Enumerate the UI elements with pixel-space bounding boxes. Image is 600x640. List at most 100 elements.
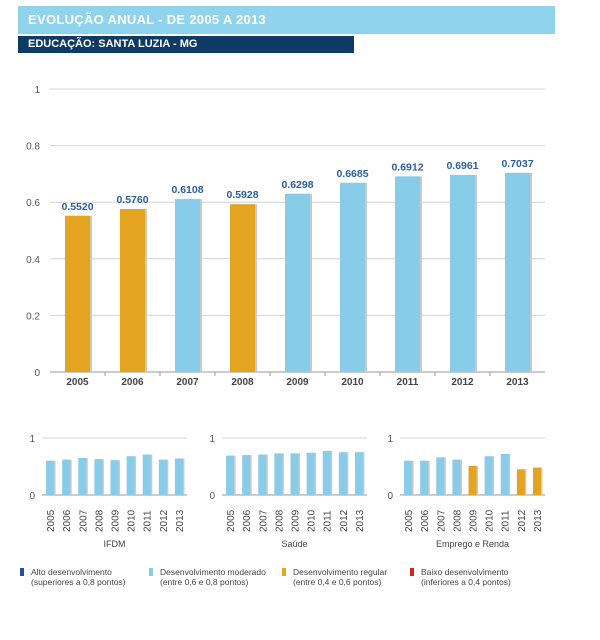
y-tick-label: 0.8: [26, 142, 40, 153]
x-tick-label: 2009: [469, 509, 480, 532]
small-bar-2012: [158, 459, 167, 495]
x-tick-label: 2012: [451, 377, 474, 388]
bar-value-label: 0.5928: [226, 189, 258, 201]
title-banner: EVOLUÇÃO ANUAL - DE 2005 A 2013: [18, 6, 555, 34]
legend-label-alto: Alto desenvolvimento (superiores a 0,8 po…: [31, 567, 126, 587]
small-bar-2012: [516, 469, 525, 495]
small-bar-2007: [78, 457, 87, 495]
x-tick-label: 2007: [258, 509, 269, 532]
page-subtitle: EDUCAÇÃO: SANTA LUZIA - MG: [28, 38, 198, 50]
x-tick-label: 2012: [339, 509, 350, 532]
bar-value-label: 0.6912: [391, 161, 423, 173]
y-tick-label: 0: [387, 491, 393, 502]
x-tick-label: 2013: [506, 377, 529, 388]
bar-2009: [285, 193, 310, 372]
y-tick-label: 0.6: [26, 198, 40, 209]
x-tick-label: 2005: [66, 377, 89, 388]
x-tick-label: 2005: [226, 509, 237, 532]
x-tick-label: 2005: [46, 509, 57, 532]
x-tick-label: 2008: [231, 377, 254, 388]
legend-swatch-moderado: [149, 568, 153, 576]
x-tick-label: 2010: [127, 509, 138, 532]
x-tick-label: 2010: [307, 509, 318, 532]
x-tick-label: 2006: [62, 509, 73, 532]
bar-value-label: 0.5520: [61, 201, 93, 213]
small-chart-label: IFDM: [104, 539, 126, 549]
small-bar-2013: [174, 458, 183, 495]
small-bar-2005: [46, 460, 55, 495]
x-tick-label: 2009: [286, 377, 309, 388]
small-bar-2013: [532, 467, 541, 495]
x-tick-label: 2005: [404, 509, 415, 532]
x-tick-label: 2013: [533, 509, 544, 532]
small-bar-2009: [468, 465, 477, 495]
x-tick-label: 2010: [341, 377, 364, 388]
x-tick-label: 2010: [485, 509, 496, 532]
y-tick-label: 0: [34, 368, 40, 379]
small-chart-label: Saúde: [281, 539, 307, 549]
x-tick-label: 2007: [176, 377, 199, 388]
small-bar-2012: [338, 452, 347, 495]
small-bar-2008: [452, 459, 461, 495]
x-tick-label: 2013: [175, 509, 186, 532]
bar-2012: [450, 175, 475, 372]
x-tick-label: 2012: [159, 509, 170, 532]
y-tick-label: 0.2: [26, 311, 40, 322]
bar-2011: [395, 176, 420, 372]
small-bar-2007: [258, 454, 267, 495]
x-tick-label: 2008: [274, 509, 285, 532]
x-tick-label: 2006: [121, 377, 144, 388]
y-tick-label: 1: [209, 434, 215, 445]
bar-value-label: 0.7037: [501, 158, 533, 170]
x-tick-label: 2011: [323, 510, 334, 532]
small-bar-2009: [110, 460, 119, 495]
legend-swatch-alto: [20, 568, 24, 576]
bar-value-label: 0.5760: [116, 194, 148, 206]
small-bar-2006: [420, 460, 429, 495]
bar-2006: [120, 208, 145, 372]
bar-2005: [65, 215, 90, 372]
small-bar-2011: [500, 453, 509, 495]
small-bar-2008: [274, 453, 283, 495]
bar-2013: [505, 172, 530, 372]
y-tick-label: 1: [387, 434, 393, 445]
x-tick-label: 2009: [291, 509, 302, 532]
small-bar-2005: [404, 460, 413, 495]
small-bar-2013: [354, 452, 363, 495]
x-tick-label: 2006: [242, 509, 253, 532]
x-tick-label: 2013: [355, 509, 366, 532]
page-title: EVOLUÇÃO ANUAL - DE 2005 A 2013: [28, 12, 267, 27]
bar-value-label: 0.6298: [281, 179, 313, 191]
bar-value-label: 0.6961: [446, 160, 478, 172]
small-bar-2008: [94, 459, 103, 495]
small-bar-2007: [436, 457, 445, 495]
small-bar-2011: [142, 454, 151, 495]
x-tick-label: 2011: [143, 510, 154, 532]
x-tick-label: 2008: [94, 509, 105, 532]
y-tick-label: 1: [34, 85, 40, 96]
x-tick-label: 2006: [420, 509, 431, 532]
x-tick-label: 2012: [517, 509, 528, 532]
small-bar-2005: [226, 455, 235, 495]
x-tick-label: 2011: [397, 377, 419, 388]
y-tick-label: 1: [29, 434, 35, 445]
bar-2008: [230, 204, 255, 372]
bar-2007: [175, 199, 200, 372]
legend-swatch-baixo: [410, 568, 414, 576]
small-bar-2010: [484, 456, 493, 495]
y-tick-label: 0.4: [26, 255, 40, 266]
x-tick-label: 2011: [501, 510, 512, 532]
small-bar-2011: [322, 451, 331, 495]
small-bar-2006: [242, 455, 251, 495]
x-tick-label: 2007: [436, 509, 447, 532]
legend-label-moderado: Desenvolvimento moderado (entre 0,6 e 0,8…: [160, 567, 266, 587]
legend-label-baixo: Baixo desenvolvimento (inferiores a 0,4 p…: [421, 567, 511, 587]
small-bar-2006: [62, 459, 71, 495]
legend-label-regular: Desenvolvimento regular (entre 0,4 e 0,6 …: [293, 567, 388, 587]
x-tick-label: 2009: [111, 509, 122, 532]
bar-value-label: 0.6108: [171, 184, 203, 196]
small-chart-label: Emprego e Renda: [436, 539, 509, 549]
y-tick-label: 0: [29, 491, 35, 502]
y-tick-label: 0: [209, 491, 215, 502]
